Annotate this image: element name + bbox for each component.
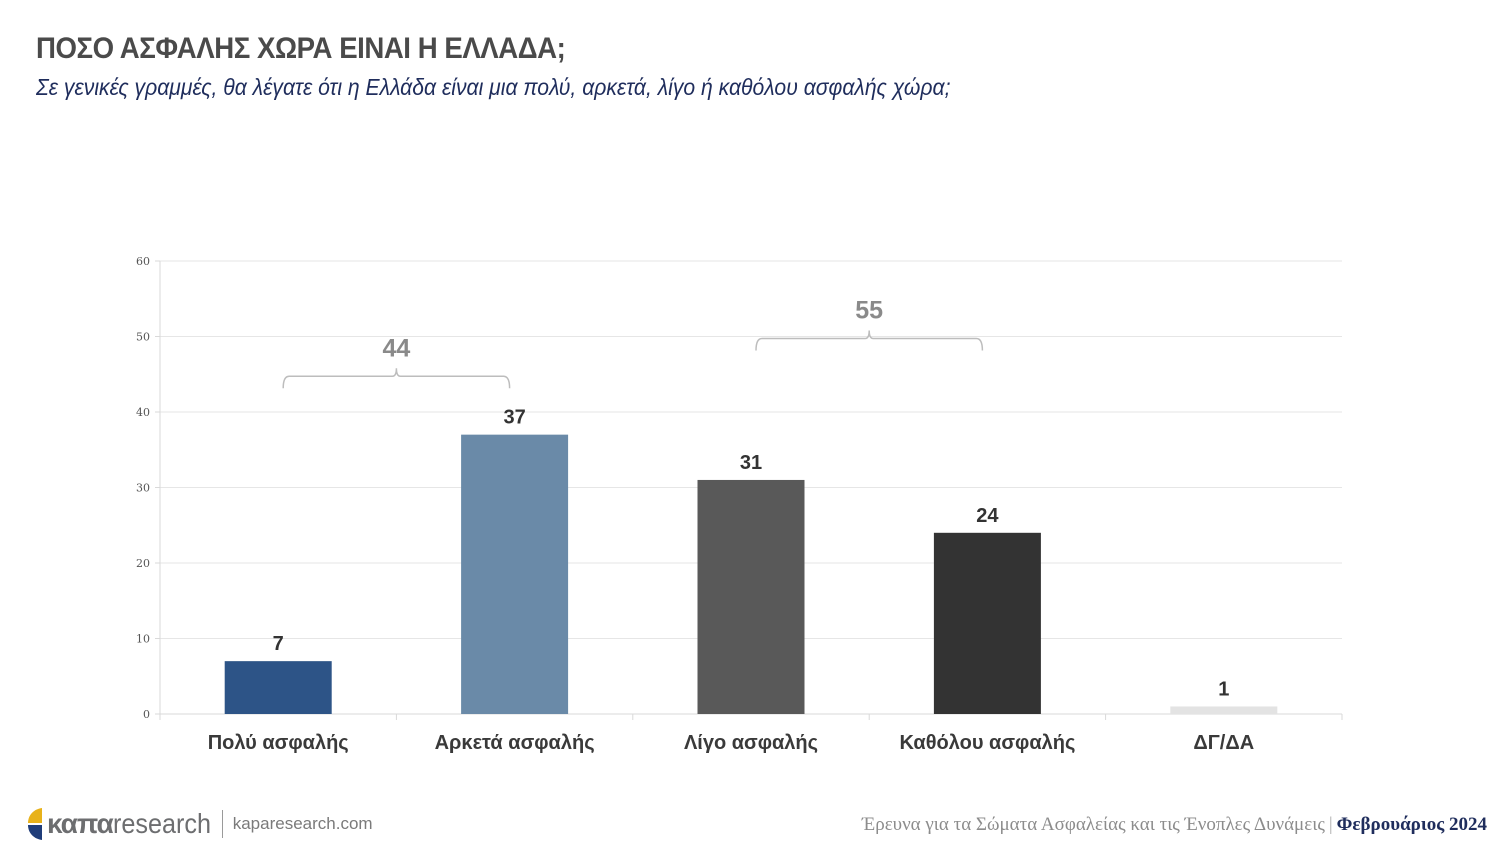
bracket-total-label: 55 (855, 297, 883, 325)
x-tick-label: Καθόλου ασφαλής (899, 732, 1075, 754)
survey-date: Φεβρουάριος 2024 (1336, 814, 1487, 835)
y-tick-label: 30 (136, 482, 150, 495)
bar (697, 479, 805, 714)
x-tick-label: Πολύ ασφαλής (208, 732, 349, 754)
y-axis-ticks: 0 10 20 30 40 50 60 (136, 255, 160, 721)
bar (224, 661, 332, 714)
footer-survey-info: Έρευνα για τα Σώματα Ασφαλείας και τις Έ… (862, 814, 1487, 836)
x-tick-label: ΔΓ/ΔΑ (1193, 732, 1254, 754)
footer-brand: καπα research kaparesearch.com (26, 806, 373, 842)
bracket-total-label: 44 (382, 334, 410, 362)
data-label: 24 (976, 505, 999, 527)
brand-divider (221, 810, 223, 838)
bracket (282, 368, 511, 389)
kapa-logo-icon (28, 808, 42, 840)
bracket (755, 330, 984, 351)
x-tick-label: Αρκετά ασφαλής (435, 732, 595, 754)
bars (224, 434, 1278, 714)
bar (933, 532, 1041, 714)
bar (461, 434, 569, 714)
y-tick-label: 10 (136, 633, 150, 646)
footer-separator: | (1328, 814, 1333, 835)
data-label: 1 (1218, 678, 1229, 700)
y-tick-label: 0 (143, 708, 150, 721)
survey-name: Έρευνα για τα Σώματα Ασφαλείας και τις Έ… (862, 814, 1325, 835)
y-tick-label: 60 (136, 255, 150, 268)
data-label: 37 (503, 407, 525, 429)
y-tick-label: 40 (136, 406, 150, 419)
brand-name-bold: καπα (47, 808, 114, 839)
data-label: 7 (273, 633, 284, 655)
data-label: 31 (740, 452, 762, 474)
brand-name-light: research (112, 808, 211, 839)
page-title: ΠΟΣΟ ΑΣΦΑΛΗΣ ΧΩΡΑ ΕΙΝΑΙ Η ΕΛΛΑΔΑ; (36, 32, 566, 65)
y-tick-label: 50 (136, 331, 150, 344)
x-axis-labels: Πολύ ασφαλής Αρκετά ασφαλής Λίγο ασφαλής Κα… (208, 732, 1254, 754)
page-subtitle: Σε γενικές γραμμές, θα λέγατε ότι η Ελλά… (36, 74, 951, 100)
website-link[interactable]: kaparesearch.com (232, 814, 373, 833)
data-labels: 7 37 31 24 1 (273, 407, 1230, 701)
bar (1170, 706, 1278, 714)
bracket-annotations: 44 55 (282, 297, 984, 389)
y-tick-label: 20 (136, 557, 150, 570)
x-tick-label: Λίγο ασφαλής (684, 732, 818, 754)
